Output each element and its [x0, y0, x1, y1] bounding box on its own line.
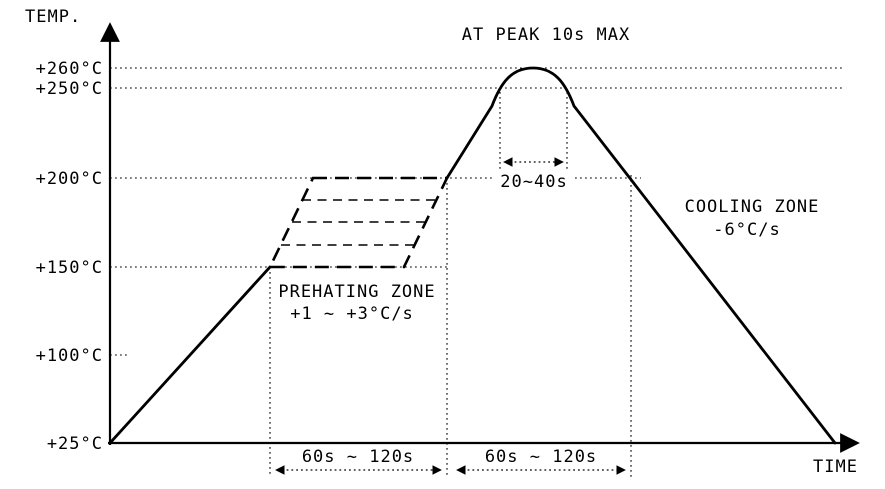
peak-width-label-bg	[495, 170, 575, 191]
temperature-profile-line	[108, 66, 837, 445]
preheat-zone-label-line1: PREHATING ZONE	[278, 282, 435, 302]
y-tick-label-25c: +25°C	[47, 434, 103, 454]
preheat-zone-label-line2: +1 ~ +3°C/s	[290, 304, 414, 324]
peak-annotation: AT PEAK 10s MAX	[462, 25, 631, 45]
y-tick-label-100c: +100°C	[36, 346, 103, 366]
cooling-zone-label-line1: COOLING ZONE	[685, 197, 820, 217]
preheat-band-outline	[267, 176, 450, 269]
y-tick-label-200c: +200°C	[36, 169, 103, 189]
y-axis-title: TEMP.	[25, 7, 81, 27]
y-tick-label-150c: +150°C	[36, 258, 103, 278]
duration-label-2: 60s ~ 120s	[485, 447, 597, 467]
peak-width-label: 20~40s	[500, 172, 567, 192]
duration-label-1: 60s ~ 120s	[302, 447, 414, 467]
cooling-zone-label-line2: -6°C/s	[713, 220, 780, 240]
y-tick-label-250c: +250°C	[36, 79, 103, 99]
y-tick-label-260c: +260°C	[36, 59, 103, 79]
x-axis-title: TIME	[813, 457, 858, 477]
